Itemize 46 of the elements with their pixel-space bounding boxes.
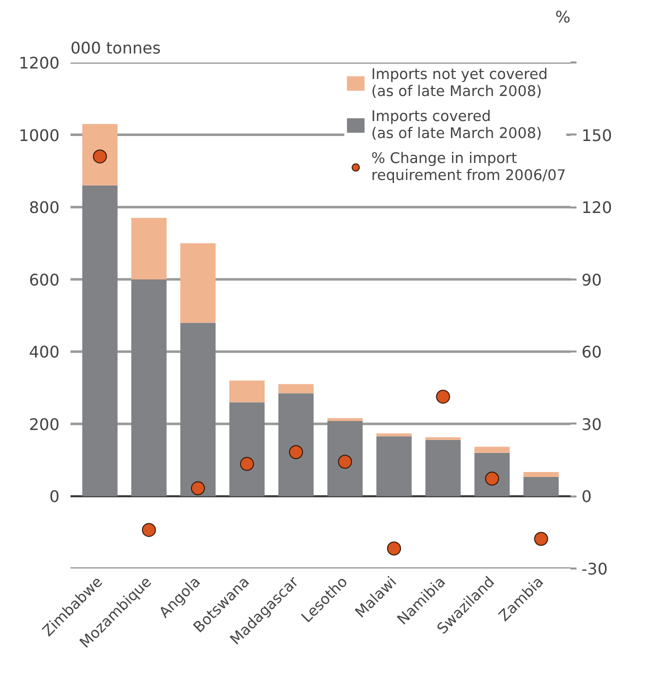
point bbox=[338, 454, 352, 469]
point bbox=[387, 542, 402, 556]
point bbox=[240, 456, 254, 471]
bar bbox=[82, 185, 118, 496]
bar bbox=[278, 384, 314, 394]
y2-tick-label: -30 bbox=[582, 560, 608, 578]
bar bbox=[82, 124, 118, 186]
y2-tick-label: 150 bbox=[582, 126, 612, 145]
y2-tick-label: 60 bbox=[582, 342, 602, 362]
bar bbox=[327, 418, 363, 422]
y2-tick-label: 120 bbox=[582, 198, 612, 218]
bar bbox=[474, 446, 510, 453]
y-tick-label: 800 bbox=[28, 198, 60, 218]
bar bbox=[278, 393, 314, 496]
point bbox=[534, 532, 548, 546]
bar bbox=[425, 437, 461, 440]
point bbox=[142, 522, 156, 537]
y2-tick-label: 0 bbox=[582, 487, 592, 506]
bar bbox=[229, 380, 265, 402]
y-tick-label: 400 bbox=[28, 342, 60, 362]
bar bbox=[131, 279, 167, 496]
point bbox=[92, 149, 107, 164]
bar bbox=[523, 472, 559, 478]
point bbox=[436, 390, 450, 404]
point bbox=[288, 445, 303, 460]
bar bbox=[327, 421, 363, 496]
y-tick-label: 1000 bbox=[18, 126, 60, 145]
bar bbox=[180, 322, 216, 496]
legend-label: Imports covered (as of late March 2008) bbox=[371, 108, 542, 142]
y2-tick-label: 30 bbox=[582, 414, 602, 434]
y-tick-label: 0 bbox=[49, 487, 60, 506]
y2-tick-label: 90 bbox=[582, 270, 602, 290]
y-axis-title: 000 tonnes bbox=[70, 38, 161, 58]
y-tick-label: 200 bbox=[28, 414, 60, 434]
y-tick-label: 600 bbox=[28, 270, 60, 290]
point bbox=[190, 481, 205, 496]
bar bbox=[229, 402, 265, 496]
bar bbox=[131, 218, 167, 280]
y-tick-label: 1200 bbox=[18, 54, 60, 72]
bar bbox=[523, 477, 559, 496]
legend-label: Imports not yet covered (as of late March 2008) bbox=[371, 66, 548, 100]
bar bbox=[425, 440, 461, 496]
y2-axis-title: % bbox=[555, 8, 570, 26]
bar bbox=[180, 243, 216, 323]
legend-label: % Change in import requirement from 2006/07 bbox=[371, 150, 566, 184]
bar bbox=[376, 436, 412, 496]
